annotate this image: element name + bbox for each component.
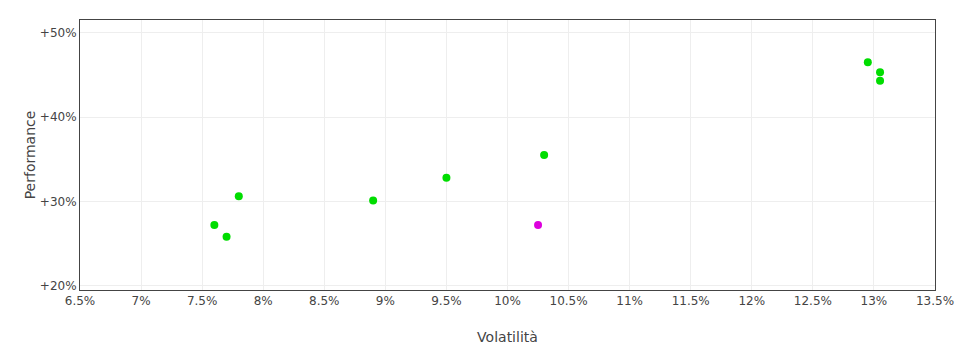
- svg-text:7.5%: 7.5%: [187, 294, 218, 308]
- svg-text:8.5%: 8.5%: [309, 294, 340, 308]
- svg-text:Performance: Performance: [22, 111, 38, 200]
- svg-text:8%: 8%: [254, 294, 273, 308]
- svg-text:+50%: +50%: [40, 26, 77, 40]
- svg-text:10.5%: 10.5%: [550, 294, 588, 308]
- svg-text:10%: 10%: [494, 294, 521, 308]
- svg-text:9%: 9%: [376, 294, 395, 308]
- svg-text:+20%: +20%: [40, 279, 77, 293]
- svg-text:12.5%: 12.5%: [794, 294, 832, 308]
- svg-text:13%: 13%: [861, 294, 888, 308]
- svg-text:+30%: +30%: [40, 195, 77, 209]
- svg-text:+40%: +40%: [40, 110, 77, 124]
- svg-text:Volatilità: Volatilità: [477, 329, 538, 345]
- svg-text:7%: 7%: [132, 294, 151, 308]
- svg-text:13.5%: 13.5%: [916, 294, 954, 308]
- svg-text:11.5%: 11.5%: [672, 294, 710, 308]
- svg-text:6.5%: 6.5%: [65, 294, 96, 308]
- svg-text:12%: 12%: [738, 294, 765, 308]
- svg-text:9.5%: 9.5%: [431, 294, 462, 308]
- svg-text:11%: 11%: [616, 294, 643, 308]
